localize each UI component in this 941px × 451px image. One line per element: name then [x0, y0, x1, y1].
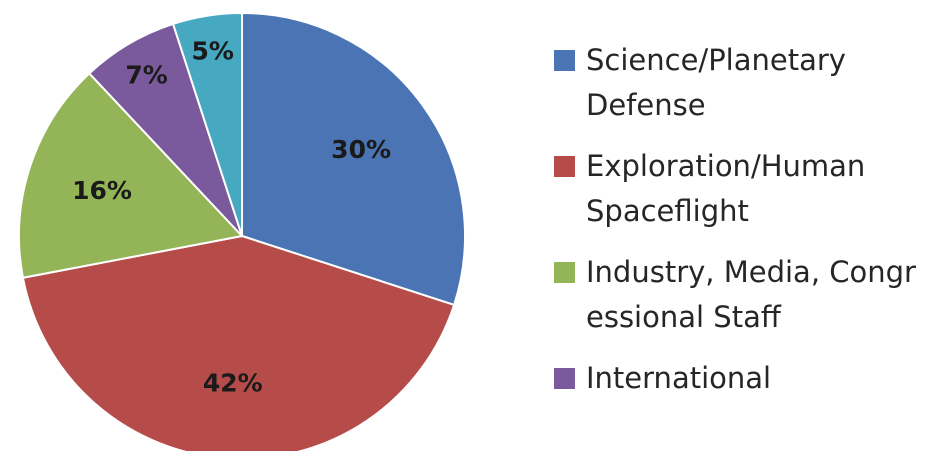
- pie-data-labels: 30% 42% 16% 7% 5%: [72, 37, 391, 398]
- legend-swatch-international: [554, 368, 575, 389]
- legend-item-industry-media-congressional-staff: Industry, Media, Congr essional Staff: [554, 250, 939, 340]
- legend-swatch-science-planetary-defense: [554, 50, 575, 71]
- legend-swatch-exploration-human-spaceflight: [554, 156, 575, 177]
- legend-label-line: Exploration/Human: [586, 149, 866, 183]
- pie-slice-30: [241, 11, 466, 307]
- pie-slice-16: [18, 72, 244, 279]
- legend-swatch-industry-media-congressional-staff: [554, 262, 575, 283]
- data-label-42: 42%: [203, 368, 263, 397]
- legend-label-line: Science/Planetary: [586, 43, 846, 77]
- legend-item-international: International: [554, 356, 939, 401]
- pie-slices: [18, 11, 466, 451]
- data-label-30: 30%: [331, 135, 391, 164]
- legend-label-line: Spaceflight: [586, 194, 749, 228]
- legend: Science/Planetary Defense Exploration/Hu…: [554, 38, 939, 417]
- data-label-7: 7%: [125, 60, 167, 89]
- legend-label-line: International: [586, 361, 772, 395]
- legend-item-science-planetary-defense: Science/Planetary Defense: [554, 38, 939, 128]
- data-label-5: 5%: [191, 37, 233, 66]
- legend-label-line: essional Staff: [586, 300, 781, 334]
- legend-label-line: Industry, Media, Congr: [586, 255, 916, 289]
- legend-item-exploration-human-spaceflight: Exploration/Human Spaceflight: [554, 144, 939, 234]
- pie-slice-5: [171, 11, 243, 237]
- legend-label-line: Defense: [586, 88, 706, 122]
- pie-slice-42: [21, 234, 456, 451]
- data-label-16: 16%: [72, 176, 132, 205]
